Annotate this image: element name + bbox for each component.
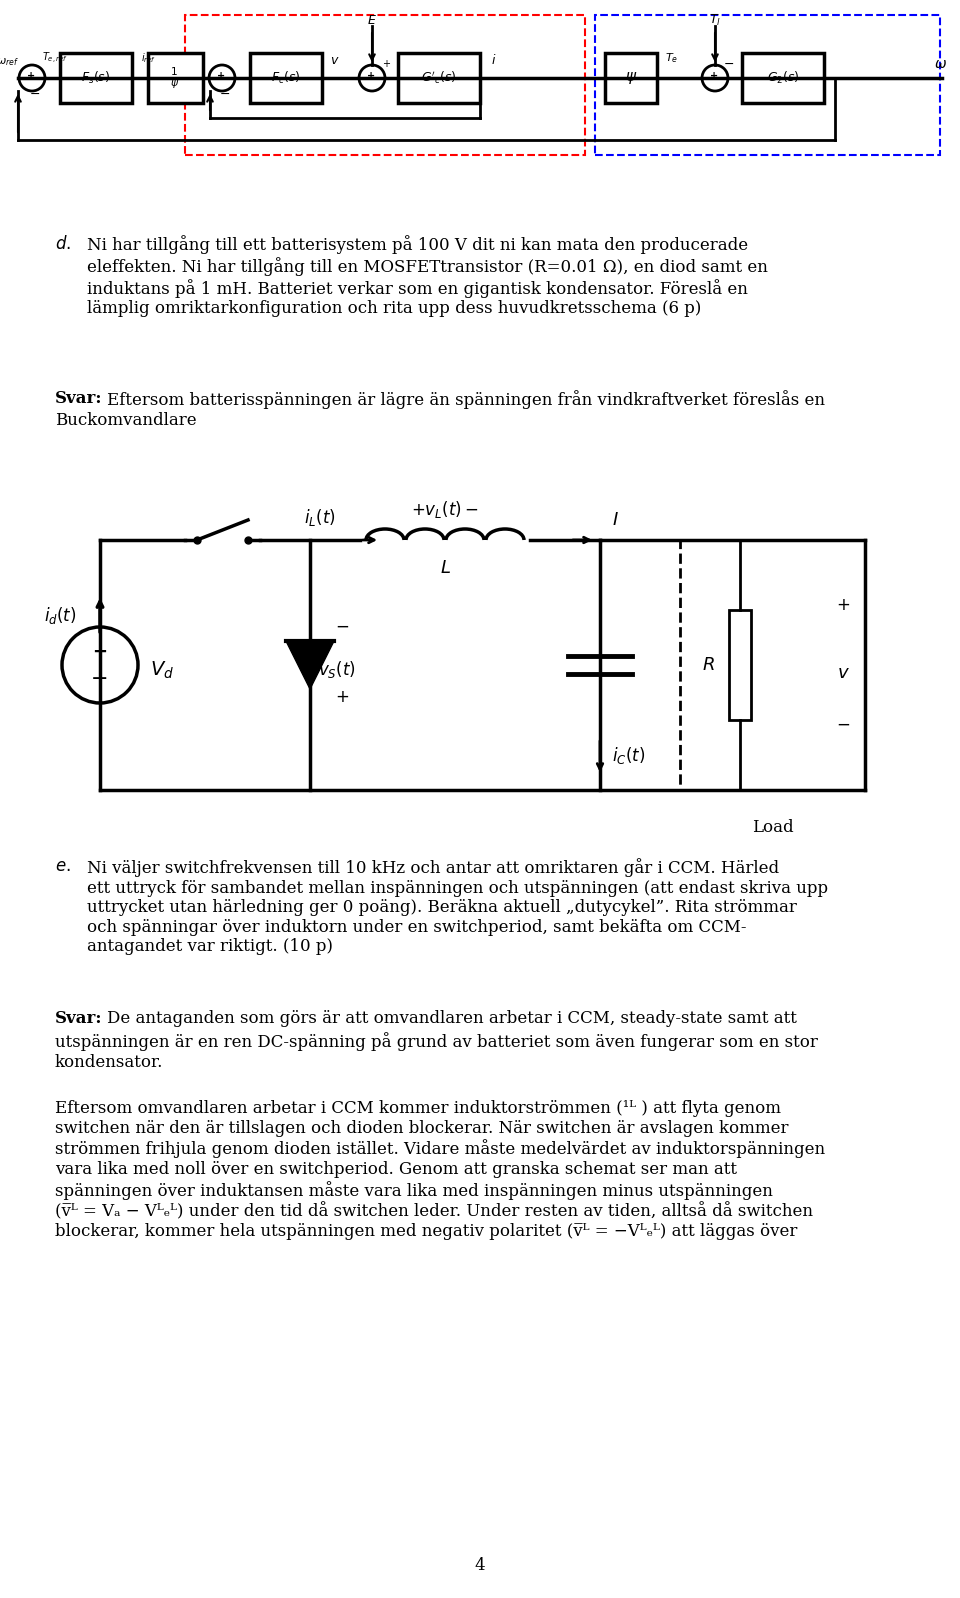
Text: $e.$: $e.$	[55, 858, 71, 876]
Text: $\omega$: $\omega$	[933, 58, 947, 70]
Text: $v$: $v$	[836, 665, 850, 682]
Text: +: +	[367, 70, 375, 81]
Text: $\frac{1}{\psi}$: $\frac{1}{\psi}$	[171, 66, 180, 91]
Text: $F_s(s)$: $F_s(s)$	[82, 70, 110, 86]
Text: $v_S(t)$: $v_S(t)$	[318, 660, 356, 681]
Text: +: +	[710, 70, 718, 81]
Text: $\omega_{ref}$: $\omega_{ref}$	[0, 56, 19, 67]
Text: $F_c(s)$: $F_c(s)$	[272, 70, 300, 86]
Text: $i_d(t)$: $i_d(t)$	[44, 604, 76, 625]
Text: De antaganden som görs är att omvandlaren arbetar i CCM, steady-state samt att: De antaganden som görs är att omvandlare…	[107, 1010, 797, 1028]
Text: kondensator.: kondensator.	[55, 1055, 163, 1071]
Text: $+v_L(t)-$: $+v_L(t)-$	[411, 500, 479, 521]
Text: Ni har tillgång till ett batterisystem på 100 V dit ni kan mata den producerade
: Ni har tillgång till ett batterisystem p…	[87, 235, 768, 318]
Bar	[680, 540, 865, 789]
Text: −: −	[724, 58, 734, 70]
Text: +: +	[836, 596, 850, 614]
Bar	[398, 53, 480, 102]
Text: +: +	[382, 59, 390, 69]
Bar	[148, 53, 203, 102]
Text: −: −	[836, 716, 850, 733]
Text: $T_{e,ref}$: $T_{e,ref}$	[42, 51, 68, 66]
Text: 4: 4	[474, 1556, 486, 1574]
Text: $i_L(t)$: $i_L(t)$	[304, 508, 336, 529]
Text: −: −	[30, 88, 40, 101]
Text: Load: Load	[752, 820, 793, 836]
Text: utspänningen är en ren DC-spänning på grund av batteriet som även fungerar som e: utspänningen är en ren DC-spänning på gr…	[55, 1032, 818, 1051]
Text: −: −	[220, 88, 230, 101]
Text: $G'_c(s)$: $G'_c(s)$	[421, 70, 457, 86]
Bar	[185, 14, 585, 155]
Text: $V_d$: $V_d$	[150, 660, 174, 681]
Text: Eftersom omvandlaren arbetar i CCM kommer induktorströmmen (¹ᴸ ) att flyta genom: Eftersom omvandlaren arbetar i CCM komme…	[55, 1099, 826, 1240]
Bar	[605, 53, 657, 102]
Text: $d.$: $d.$	[55, 235, 71, 252]
Bar	[60, 53, 132, 102]
Bar	[595, 14, 940, 155]
Text: Buckomvandlare: Buckomvandlare	[55, 412, 197, 428]
Text: +: +	[217, 70, 225, 81]
Bar	[729, 610, 751, 721]
Text: Eftersom batterisspänningen är lägre än spänningen från vindkraftverket föreslås: Eftersom batterisspänningen är lägre än …	[107, 390, 825, 409]
Text: $G_2(s)$: $G_2(s)$	[767, 70, 800, 86]
Text: +: +	[335, 689, 348, 706]
Text: $i_{ref}$: $i_{ref}$	[140, 51, 156, 66]
Text: −: −	[91, 670, 108, 689]
Text: Ni väljer switchfrekvensen till 10 kHz och antar att omriktaren går i CCM. Härle: Ni väljer switchfrekvensen till 10 kHz o…	[87, 858, 828, 956]
Text: $i$: $i$	[492, 53, 496, 67]
Bar	[250, 53, 322, 102]
Text: $E$: $E$	[367, 13, 377, 27]
Text: Svar:: Svar:	[55, 390, 103, 407]
Text: $R$: $R$	[702, 657, 714, 674]
Polygon shape	[286, 641, 334, 689]
Bar	[742, 53, 824, 102]
Text: $T_l$: $T_l$	[709, 13, 721, 27]
Text: $v$: $v$	[330, 53, 340, 67]
Text: $T_e$: $T_e$	[665, 51, 679, 66]
Text: −: −	[335, 618, 348, 636]
Text: Svar:: Svar:	[55, 1010, 103, 1028]
Text: $I$: $I$	[612, 511, 618, 529]
Text: $L$: $L$	[440, 559, 450, 577]
Text: +: +	[92, 642, 108, 662]
Text: $i_C(t)$: $i_C(t)$	[612, 745, 645, 765]
Text: $\psi$: $\psi$	[625, 70, 637, 86]
Text: +: +	[27, 70, 36, 81]
